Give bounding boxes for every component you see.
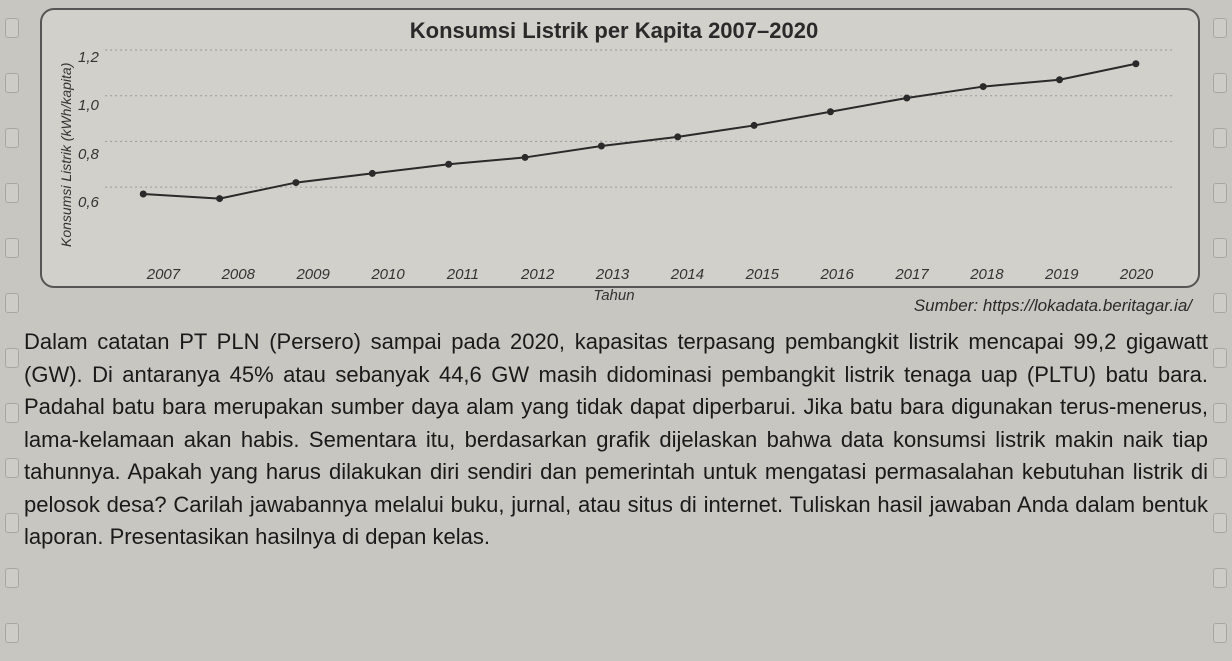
y-axis-ticks: 1,2 1,0 0,8 0,6 — [78, 50, 105, 210]
xtick: 2014 — [650, 266, 725, 283]
xtick: 2011 — [425, 266, 500, 283]
xtick: 2015 — [725, 266, 800, 283]
source-url: https://lokadata.beritagar.ia/ — [983, 296, 1192, 315]
xtick: 2013 — [575, 266, 650, 283]
ytick: 0,6 — [78, 195, 99, 210]
source-citation: Sumber: https://lokadata.beritagar.ia/ — [914, 296, 1192, 316]
xtick: 2009 — [276, 266, 351, 283]
xtick: 2017 — [875, 266, 950, 283]
body-paragraph: Dalam catatan PT PLN (Persero) sampai pa… — [24, 326, 1208, 554]
ytick: 0,8 — [78, 147, 99, 162]
xtick: 2020 — [1099, 266, 1174, 283]
chart-title: Konsumsi Listrik per Kapita 2007–2020 — [54, 18, 1174, 44]
plot-area: Konsumsi Listrik (kWh/kapita) 1,2 1,0 0,… — [54, 50, 1174, 260]
ytick: 1,0 — [78, 98, 99, 113]
xtick: 2019 — [1024, 266, 1099, 283]
decorative-border-right — [1210, 0, 1230, 661]
xtick: 2018 — [949, 266, 1024, 283]
x-axis-ticks: 2007200820092010201120122013201420152016… — [126, 266, 1174, 283]
chart-panel: Konsumsi Listrik per Kapita 2007–2020 Ko… — [40, 8, 1200, 288]
xtick: 2012 — [500, 266, 575, 283]
y-axis-label: Konsumsi Listrik (kWh/kapita) — [54, 50, 78, 260]
xtick: 2007 — [126, 266, 201, 283]
xtick: 2010 — [351, 266, 426, 283]
line-chart — [105, 50, 1174, 210]
source-label: Sumber: — [914, 296, 983, 315]
chart-svg — [105, 50, 1174, 210]
ytick: 1,2 — [78, 50, 99, 65]
xtick: 2008 — [201, 266, 276, 283]
decorative-border-left — [2, 0, 22, 661]
xtick: 2016 — [800, 266, 875, 283]
